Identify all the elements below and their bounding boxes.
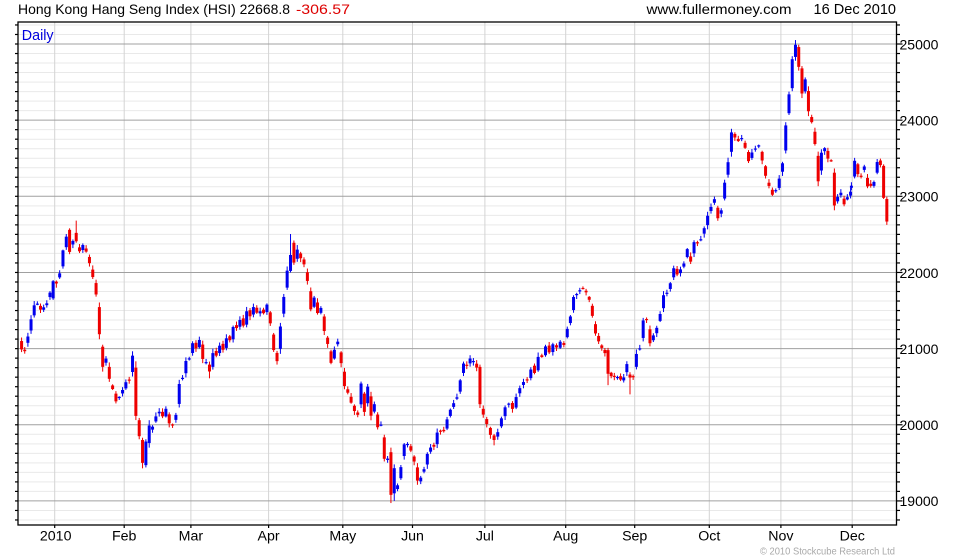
svg-text:22000: 22000: [900, 265, 939, 281]
svg-text:Sep: Sep: [622, 529, 647, 545]
svg-text:Apr: Apr: [258, 529, 280, 545]
svg-text:May: May: [329, 529, 357, 545]
svg-text:16 Dec 2010: 16 Dec 2010: [814, 2, 897, 18]
svg-text:2010: 2010: [40, 529, 72, 545]
svg-text:www.fullermoney.com: www.fullermoney.com: [645, 1, 791, 17]
svg-text:24000: 24000: [900, 113, 939, 129]
svg-text:23000: 23000: [900, 189, 939, 205]
svg-text:25000: 25000: [900, 36, 939, 52]
svg-text:Daily: Daily: [22, 28, 55, 44]
svg-text:19000: 19000: [900, 493, 939, 509]
svg-text:Jul: Jul: [476, 529, 494, 545]
svg-text:Dec: Dec: [840, 529, 865, 545]
svg-text:20000: 20000: [900, 417, 939, 433]
svg-text:Hong Kong Hang Seng Index (HSI: Hong Kong Hang Seng Index (HSI) 22668.8: [18, 1, 290, 17]
svg-text:Mar: Mar: [179, 529, 204, 545]
svg-text:© 2010 Stockcube Research Ltd: © 2010 Stockcube Research Ltd: [760, 547, 895, 558]
svg-text:Jun: Jun: [401, 529, 424, 545]
svg-text:Oct: Oct: [698, 529, 720, 545]
svg-text:Aug: Aug: [553, 529, 578, 545]
svg-text:21000: 21000: [900, 341, 939, 357]
svg-text:Feb: Feb: [112, 529, 137, 545]
svg-text:Nov: Nov: [768, 529, 794, 545]
svg-text:-306.57: -306.57: [296, 1, 350, 17]
